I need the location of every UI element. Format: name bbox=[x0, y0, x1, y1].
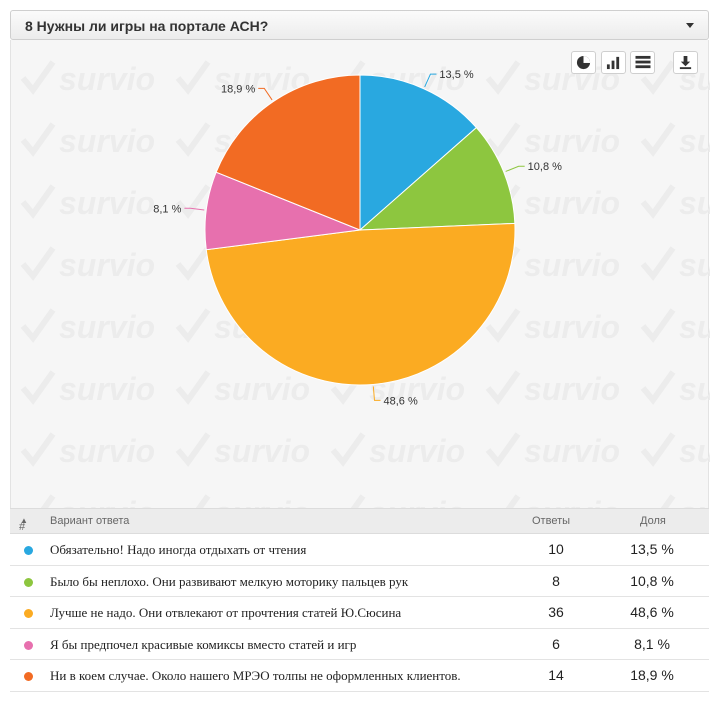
answer-share: 8,1 % bbox=[634, 635, 670, 652]
answer-text: Я бы предпочел красивые комиксы вместо с… bbox=[50, 636, 357, 652]
answer-count: 10 bbox=[548, 541, 564, 557]
answer-count: 6 bbox=[552, 635, 560, 652]
pie-data-label: 13,5 % bbox=[439, 69, 473, 81]
pie-slice[interactable] bbox=[359, 74, 478, 232]
table-row: Я бы предпочел красивые комиксы вместо с… bbox=[10, 628, 709, 660]
pie-data-label: 48,6 % bbox=[384, 395, 418, 407]
share-column-header: Доля bbox=[640, 515, 666, 527]
pie-label-connector bbox=[505, 165, 525, 172]
answer-share: 48,6 % bbox=[630, 604, 674, 620]
table-row: Ни в коем случае. Около нашего МРЭО толп… bbox=[10, 660, 709, 692]
pie-label-connector bbox=[184, 207, 205, 211]
pie-label-connector bbox=[372, 386, 381, 401]
count-column-header: Ответы bbox=[532, 515, 571, 527]
download-icon bbox=[679, 55, 692, 70]
answer-share: 13,5 % bbox=[630, 541, 674, 557]
pie-slice[interactable] bbox=[205, 222, 516, 386]
pie-slice[interactable] bbox=[215, 74, 361, 231]
pie-chart: 13,5 % 10,8 % 48,6 % 8,1 % 18,9 % bbox=[153, 69, 562, 407]
chart-area: survio 13,5 %10,8 %48,6 %8,1 %18,9 % bbox=[10, 40, 710, 508]
pie-chart-icon bbox=[576, 55, 591, 70]
sort-number-header[interactable]: # ▲ bbox=[19, 516, 28, 533]
answer-count: 36 bbox=[548, 604, 564, 620]
table-header: # ▲ Вариант ответа Ответы Доля bbox=[10, 508, 709, 534]
series-color-dot bbox=[24, 609, 33, 618]
question-header[interactable]: 8 Нужны ли игры на портале АСН? bbox=[10, 10, 709, 40]
answer-text: Лучше не надо. Они отвлекают от прочтени… bbox=[50, 605, 402, 620]
collapse-arrow-icon[interactable] bbox=[686, 23, 694, 28]
answer-text: Обязательно! Надо иногда отдыхать от чте… bbox=[50, 542, 307, 557]
answer-text: Было бы неплохо. Они развивают мелкую мо… bbox=[50, 573, 409, 589]
pie-data-label: 18,9 % bbox=[221, 83, 255, 95]
pie-data-label: 10,8 % bbox=[528, 161, 562, 173]
question-title: 8 Нужны ли игры на портале АСН? bbox=[25, 18, 269, 34]
bar-view-button[interactable] bbox=[601, 51, 626, 74]
results-table: # ▲ Вариант ответа Ответы Доля Обязательн… bbox=[10, 508, 709, 692]
bar-chart-icon bbox=[606, 56, 620, 70]
download-button[interactable] bbox=[673, 51, 698, 74]
answer-share: 18,9 % bbox=[630, 667, 674, 683]
sort-up-icon: ▲ bbox=[20, 516, 28, 525]
series-color-dot bbox=[24, 577, 33, 587]
series-color-dot bbox=[24, 672, 33, 681]
answer-text: Ни в коем случае. Около нашего МРЭО толп… bbox=[50, 668, 461, 683]
answer-column-header: Вариант ответа bbox=[50, 515, 130, 527]
series-color-dot bbox=[24, 640, 33, 650]
pie-label-connector bbox=[258, 87, 273, 101]
table-row: Обязательно! Надо иногда отдыхать от чте… bbox=[10, 534, 709, 566]
table-icon bbox=[635, 55, 650, 69]
table-view-button[interactable] bbox=[630, 51, 655, 74]
answer-count: 8 bbox=[552, 572, 560, 589]
table-row: Было бы неплохо. Они развивают мелкую мо… bbox=[10, 565, 709, 597]
answer-count: 14 bbox=[548, 667, 564, 683]
answer-share: 10,8 % bbox=[630, 572, 674, 589]
table-row: Лучше не надо. Они отвлекают от прочтени… bbox=[10, 597, 709, 629]
series-color-dot bbox=[24, 546, 33, 555]
pie-slice[interactable] bbox=[358, 126, 516, 231]
pie-data-label: 8,1 % bbox=[153, 203, 181, 215]
pie-label-connector bbox=[424, 73, 437, 88]
pie-view-button[interactable] bbox=[571, 51, 596, 74]
